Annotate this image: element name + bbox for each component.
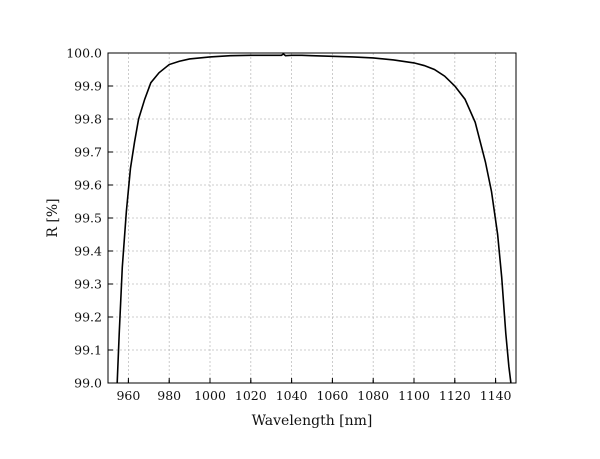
x-tick-label: 980	[157, 388, 181, 403]
x-tick-label: 960	[116, 388, 140, 403]
tick-labels: 960 980 1000 1020 1040 1060 1080 1100 1120 1140 99…	[66, 46, 511, 404]
x-tick-label: 1120	[439, 388, 471, 403]
y-tick-label: 99.0	[74, 376, 102, 391]
y-tick-label: 99.9	[74, 79, 102, 94]
x-tick-label: 1080	[357, 388, 389, 403]
x-tick-label: 1060	[316, 388, 348, 403]
x-tick-label: 1040	[276, 388, 308, 403]
x-tick-label: 1100	[398, 388, 430, 403]
series-layer	[116, 53, 512, 384]
y-tick-label: 99.3	[74, 277, 102, 292]
axis-ticks	[108, 52, 497, 384]
y-tick-label: 99.7	[74, 145, 102, 160]
x-axis-label: Wavelength [nm]	[252, 413, 373, 429]
y-tick-label: 100.0	[66, 46, 102, 61]
y-tick-label: 99.4	[74, 244, 102, 259]
y-axis-label: R [%]	[45, 198, 61, 237]
y-tick-label: 99.6	[74, 178, 102, 193]
y-tick-label: 99.8	[74, 112, 102, 127]
y-tick-label: 99.2	[74, 310, 102, 325]
x-tick-label: 1020	[235, 388, 267, 403]
y-tick-label: 99.5	[74, 211, 102, 226]
y-tick-label: 99.1	[74, 343, 102, 358]
x-tick-label: 1000	[194, 388, 226, 403]
grid-lines	[108, 53, 516, 383]
x-tick-label: 1140	[480, 388, 512, 403]
reflectance-curve	[116, 53, 512, 384]
